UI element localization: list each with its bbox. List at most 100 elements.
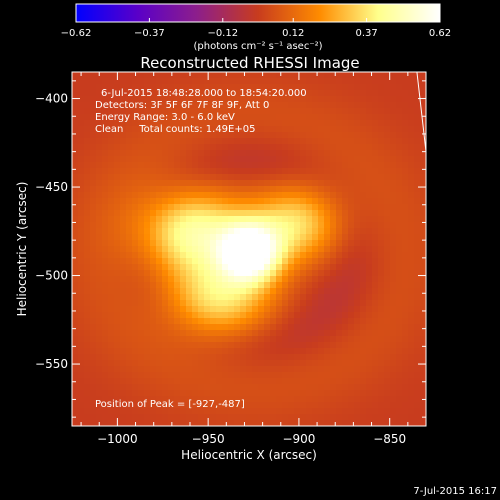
heatmap-cell: [198, 276, 205, 283]
heatmap-cell: [336, 402, 343, 409]
heatmap-cell: [138, 132, 145, 139]
heatmap-cell: [126, 234, 133, 241]
heatmap-cell: [132, 288, 139, 295]
heatmap-cell: [378, 360, 385, 367]
heatmap-cell: [420, 198, 426, 205]
heatmap-cell: [162, 318, 169, 325]
heatmap-cell: [420, 228, 426, 235]
heatmap-cell: [216, 300, 223, 307]
heatmap-cell: [204, 252, 211, 259]
heatmap-cell: [246, 288, 253, 295]
heatmap-cell: [78, 336, 85, 343]
heatmap-cell: [120, 228, 127, 235]
heatmap-cell: [228, 240, 235, 247]
heatmap-cell: [120, 210, 127, 217]
heatmap-cell: [300, 240, 307, 247]
heatmap-cell: [108, 246, 115, 253]
heatmap-cell: [384, 240, 391, 247]
heatmap-cell: [90, 288, 97, 295]
heatmap-cell: [210, 210, 217, 217]
heatmap-cell: [72, 162, 79, 169]
heatmap-cell: [264, 312, 271, 319]
heatmap-cell: [144, 72, 151, 79]
heatmap-cell: [168, 402, 175, 409]
heatmap-cell: [270, 222, 277, 229]
heatmap-cell: [258, 114, 265, 121]
heatmap-cell: [132, 414, 139, 421]
heatmap-cell: [78, 168, 85, 175]
heatmap-cell: [408, 246, 415, 253]
heatmap-cell: [318, 204, 325, 211]
heatmap-cell: [360, 78, 367, 85]
heatmap-cell: [168, 348, 175, 355]
heatmap-cell: [300, 384, 307, 391]
heatmap-cell: [396, 282, 403, 289]
heatmap-cell: [384, 90, 391, 97]
heatmap-cell: [402, 108, 409, 115]
heatmap-cell: [132, 318, 139, 325]
heatmap-cell: [420, 186, 426, 193]
heatmap-cell: [210, 390, 217, 397]
heatmap-cell: [162, 402, 169, 409]
heatmap-cell: [168, 330, 175, 337]
heatmap-cell: [180, 282, 187, 289]
heatmap-cell: [78, 390, 85, 397]
heatmap-cell: [246, 240, 253, 247]
heatmap-cell: [198, 198, 205, 205]
heatmap-cell: [102, 360, 109, 367]
heatmap-cell: [282, 246, 289, 253]
heatmap-cell: [138, 324, 145, 331]
heatmap-cell: [216, 390, 223, 397]
heatmap-cell: [168, 180, 175, 187]
heatmap-cell: [372, 192, 379, 199]
heatmap-cell: [276, 396, 283, 403]
heatmap-cell: [198, 126, 205, 133]
heatmap-cell: [390, 348, 397, 355]
heatmap-cell: [174, 234, 181, 241]
heatmap-cell: [210, 246, 217, 253]
heatmap-cell: [318, 192, 325, 199]
heatmap-cell: [324, 78, 331, 85]
heatmap-cell: [378, 408, 385, 415]
heatmap-cell: [222, 384, 229, 391]
heatmap-cell: [288, 120, 295, 127]
heatmap-cell: [72, 318, 79, 325]
heatmap-cell: [300, 408, 307, 415]
heatmap-cell: [258, 258, 265, 265]
heatmap-cell: [96, 204, 103, 211]
heatmap-cell: [186, 348, 193, 355]
heatmap-cell: [282, 114, 289, 121]
heatmap-cell: [108, 198, 115, 205]
heatmap-cell: [414, 228, 421, 235]
heatmap-cell: [408, 414, 415, 421]
heatmap-cell: [282, 162, 289, 169]
heatmap-cell: [288, 162, 295, 169]
heatmap-cell: [420, 216, 426, 223]
heatmap-cell: [348, 210, 355, 217]
heatmap-cell: [138, 150, 145, 157]
heatmap-cell: [408, 264, 415, 271]
heatmap-cell: [288, 174, 295, 181]
heatmap-cell: [294, 414, 301, 421]
heatmap-cell: [114, 90, 121, 97]
heatmap-cell: [306, 96, 313, 103]
heatmap-cell: [228, 138, 235, 145]
heatmap-cell: [258, 294, 265, 301]
heatmap-cell: [180, 186, 187, 193]
heatmap-cell: [372, 162, 379, 169]
heatmap-cell: [384, 324, 391, 331]
heatmap-cell: [138, 162, 145, 169]
heatmap-cell: [270, 270, 277, 277]
heatmap-cell: [216, 270, 223, 277]
heatmap-cell: [228, 120, 235, 127]
heatmap-cell: [150, 294, 157, 301]
heatmap-cell: [222, 294, 229, 301]
heatmap-cell: [252, 366, 259, 373]
heatmap-cell: [90, 390, 97, 397]
heatmap-cell: [192, 138, 199, 145]
heatmap-cell: [348, 312, 355, 319]
heatmap-cell: [240, 324, 247, 331]
heatmap-cell: [384, 312, 391, 319]
heatmap-cell: [414, 348, 421, 355]
heatmap-cell: [330, 246, 337, 253]
